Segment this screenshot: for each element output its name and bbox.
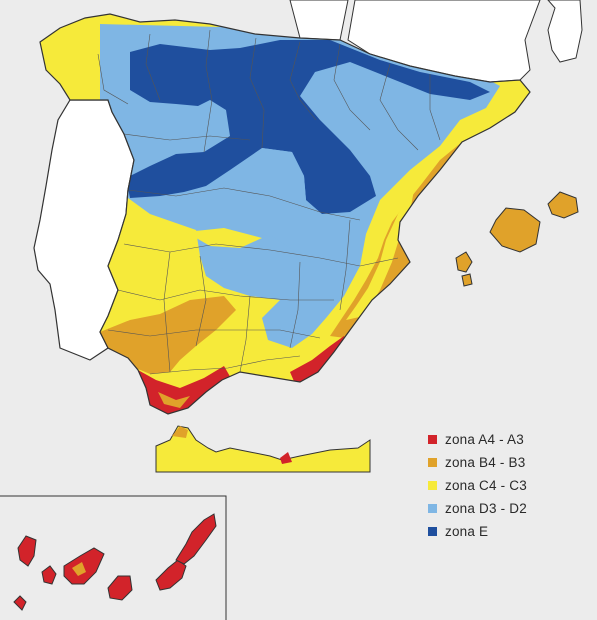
zone-e-region	[126, 40, 490, 214]
canary-islands-inset	[0, 495, 227, 620]
legend-label: zona C4 - C3	[445, 478, 527, 493]
legend-label: zona B4 - B3	[445, 455, 526, 470]
legend-swatch	[428, 481, 437, 490]
legend-item: zona D3 - D2	[428, 497, 588, 520]
province-borders	[97, 29, 441, 375]
sardinia-corsica	[547, 0, 583, 63]
france-landmass	[289, 0, 349, 41]
legend-item: zona A4 - A3	[428, 428, 588, 451]
legend-label: zona A4 - A3	[445, 432, 524, 447]
legend-swatch	[428, 435, 437, 444]
legend-label: zona E	[445, 524, 489, 539]
ceuta-melilla-inset	[155, 425, 371, 473]
legend-swatch	[428, 458, 437, 467]
legend-label: zona D3 - D2	[445, 501, 527, 516]
zone-a-region	[138, 366, 232, 414]
legend-item: zona B4 - B3	[428, 451, 588, 474]
legend: zona A4 - A3 zona B4 - B3 zona C4 - C3 z…	[428, 428, 588, 543]
balearic-islands	[455, 191, 579, 287]
legend-swatch	[428, 504, 437, 513]
zone-b-region	[100, 296, 236, 374]
legend-item: zona C4 - C3	[428, 474, 588, 497]
legend-swatch	[428, 527, 437, 536]
legend-item: zona E	[428, 520, 588, 543]
